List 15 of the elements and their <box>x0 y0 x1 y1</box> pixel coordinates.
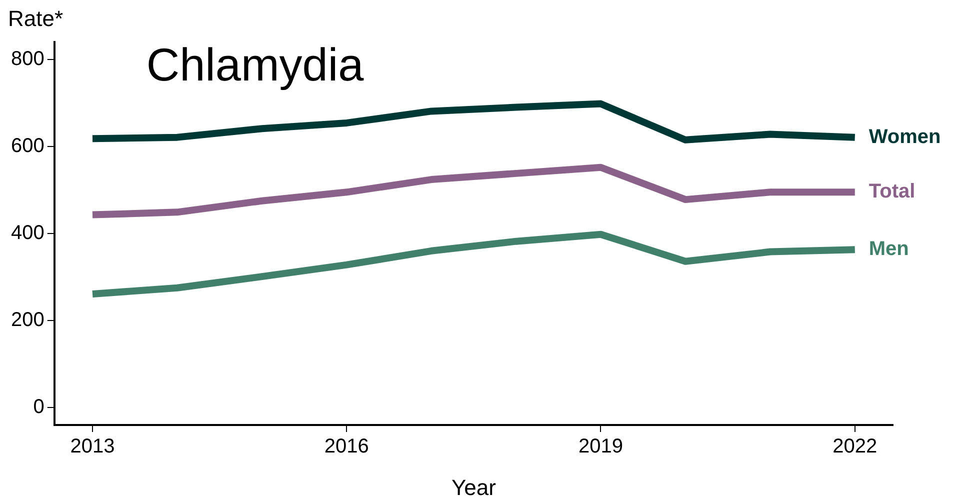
x-tick-label: 2013 <box>70 436 115 458</box>
y-tick-label: 800 <box>10 48 44 70</box>
x-tick-label: 2022 <box>832 436 878 458</box>
y-axis-title: Rate* <box>8 6 64 31</box>
series-label: Women <box>868 126 941 148</box>
x-tick-label: 2019 <box>578 436 623 458</box>
y-tick-label: 0 <box>33 396 44 418</box>
y-tick-label: 400 <box>10 222 44 244</box>
series-label: Total <box>868 180 916 203</box>
chart-title: Chlamydia <box>146 38 364 91</box>
y-tick-label: 200 <box>10 309 44 332</box>
x-axis-title: Year <box>451 475 496 500</box>
x-tick-label: 2016 <box>324 436 369 458</box>
series-label: Men <box>868 238 909 260</box>
y-tick-label: 600 <box>10 134 44 157</box>
